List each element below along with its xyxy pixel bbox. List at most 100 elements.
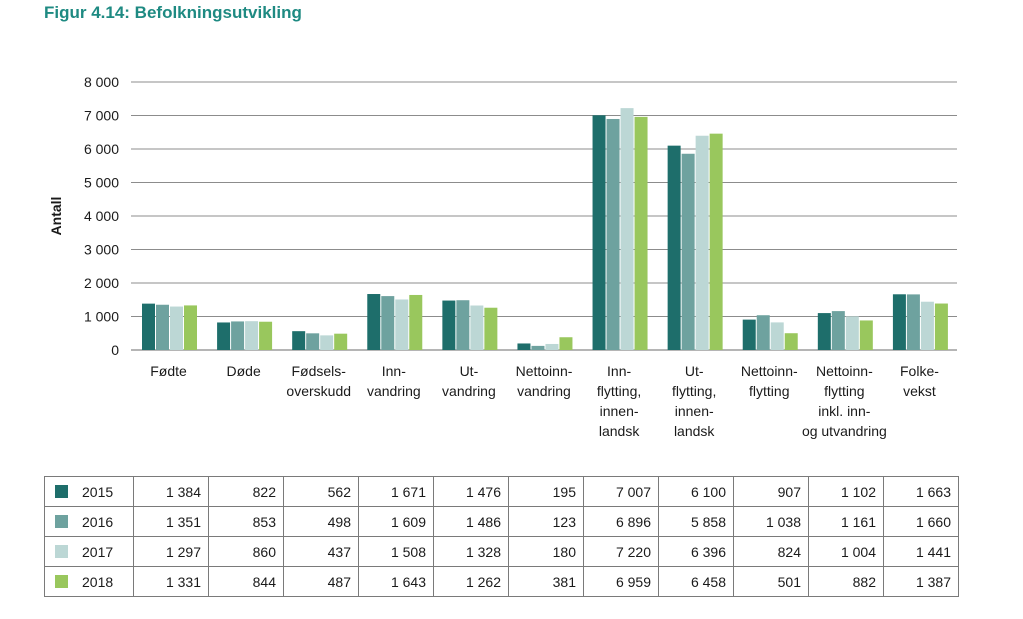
legend-label: 2017 <box>82 543 114 560</box>
bar-2017 <box>920 301 934 350</box>
bar-2016 <box>456 300 470 350</box>
table-cell: 1 387 <box>883 566 959 597</box>
bar-2016 <box>156 304 169 350</box>
bar-2015 <box>742 319 756 350</box>
y-tick-label: 4 000 <box>84 208 119 224</box>
bar-2015 <box>142 303 155 350</box>
table-row: 2017 1 297 860 437 1 508 1 328 180 7 220 6 396 82… <box>44 536 959 567</box>
table-cell: 7 220 <box>583 536 659 567</box>
bar-2018 <box>934 303 948 350</box>
x-tick-label: Fødsels-overskudd <box>286 363 351 399</box>
legend-label: 2018 <box>82 573 114 590</box>
legend-swatch <box>55 484 68 498</box>
bar-2015 <box>292 331 306 350</box>
bar-2016 <box>831 311 845 350</box>
table-cell: 6 959 <box>583 566 659 597</box>
bar-2017 <box>245 321 259 350</box>
table-cell: 1 643 <box>358 566 434 597</box>
bar-2016 <box>906 294 920 350</box>
table-cell: 1 609 <box>358 506 434 537</box>
table-cell: 6 458 <box>658 566 734 597</box>
table-cell: 1 671 <box>358 476 434 507</box>
bar-2018 <box>334 333 348 350</box>
y-tick-label: 8 000 <box>84 74 119 90</box>
bar-2015 <box>442 300 456 350</box>
bar-2016 <box>756 315 770 350</box>
x-tick-label: Ut-flytting, innen-landsk <box>672 363 716 439</box>
legend-entry: 2016 <box>44 506 134 537</box>
bar-2017 <box>620 108 634 350</box>
bar-2018 <box>859 320 873 350</box>
legend-swatch <box>55 574 68 588</box>
table-cell: 1 004 <box>808 536 884 567</box>
x-tick-label: Folke-vekst <box>900 363 939 399</box>
table-cell: 195 <box>508 476 584 507</box>
bar-2017 <box>395 299 409 350</box>
legend-label: 2016 <box>82 513 114 530</box>
bar-2017 <box>845 316 859 350</box>
table-cell: 1 508 <box>358 536 434 567</box>
table-row: 2018 1 331 844 487 1 643 1 262 381 6 959 6 458 50… <box>44 566 959 597</box>
bar-2017 <box>545 343 559 350</box>
table-cell: 487 <box>283 566 359 597</box>
table-cell: 1 328 <box>433 536 509 567</box>
bar-2017 <box>320 335 334 350</box>
bar-2015 <box>592 115 606 350</box>
table-cell: 1 441 <box>883 536 959 567</box>
table-cell: 1 038 <box>733 506 809 537</box>
x-tick-label: Inn-vandring <box>367 363 421 399</box>
table-cell: 1 331 <box>133 566 209 597</box>
table-cell: 1 663 <box>883 476 959 507</box>
table-cell: 6 396 <box>658 536 734 567</box>
x-tick-label: Ut-vandring <box>442 363 496 399</box>
table-cell: 853 <box>208 506 284 537</box>
bar-2015 <box>667 145 681 350</box>
bar-2016 <box>531 345 545 350</box>
table-cell: 1 486 <box>433 506 509 537</box>
y-tick-label: 6 000 <box>84 141 119 157</box>
bar-2018 <box>784 333 798 350</box>
x-tick-label: Nettoinn-flytting <box>741 363 798 399</box>
bar-2018 <box>484 307 498 350</box>
bar-2017 <box>770 322 784 350</box>
table-cell: 562 <box>283 476 359 507</box>
table-cell: 498 <box>283 506 359 537</box>
table-cell: 180 <box>508 536 584 567</box>
bar-2017 <box>170 306 183 350</box>
bar-2016 <box>306 333 320 350</box>
table-cell: 882 <box>808 566 884 597</box>
legend-entry: 2018 <box>44 566 134 597</box>
x-tick-label: Døde <box>227 363 261 379</box>
table-cell: 822 <box>208 476 284 507</box>
figure-title: Figur 4.14: Befolkningsutvikling <box>44 3 302 22</box>
bar-2017 <box>470 305 484 350</box>
table-cell: 1 476 <box>433 476 509 507</box>
bar-2017 <box>695 135 709 350</box>
x-tick-label: Nettoinn-vandring <box>516 363 573 399</box>
table-cell: 1 297 <box>133 536 209 567</box>
bar-2018 <box>634 116 648 350</box>
table-cell: 6 896 <box>583 506 659 537</box>
y-tick-label: 2 000 <box>84 275 119 291</box>
bar-chart: 0 1 000 2 000 3 000 4 000 5 000 6 000 7 000 8 00… <box>48 74 957 439</box>
table-cell: 7 007 <box>583 476 659 507</box>
table-cell: 501 <box>733 566 809 597</box>
table-cell: 860 <box>208 536 284 567</box>
table-cell: 1 161 <box>808 506 884 537</box>
y-tick-label: 7 000 <box>84 108 119 124</box>
table-cell: 123 <box>508 506 584 537</box>
bar-2018 <box>409 294 423 350</box>
y-tick-label: 3 000 <box>84 242 119 258</box>
legend-entry: 2017 <box>44 536 134 567</box>
table-cell: 437 <box>283 536 359 567</box>
table-cell: 1 660 <box>883 506 959 537</box>
y-tick-label: 1 000 <box>84 309 119 325</box>
table-cell: 1 384 <box>133 476 209 507</box>
table-cell: 6 100 <box>658 476 734 507</box>
table-cell: 907 <box>733 476 809 507</box>
data-table: 2015 1 384 822 562 1 671 1 476 195 7 007 6 100 90… <box>44 476 959 597</box>
table-cell: 1 262 <box>433 566 509 597</box>
x-tick-label: Inn-flytting, innen-landsk <box>597 363 641 439</box>
table-cell: 824 <box>733 536 809 567</box>
bar-2015 <box>817 313 831 350</box>
